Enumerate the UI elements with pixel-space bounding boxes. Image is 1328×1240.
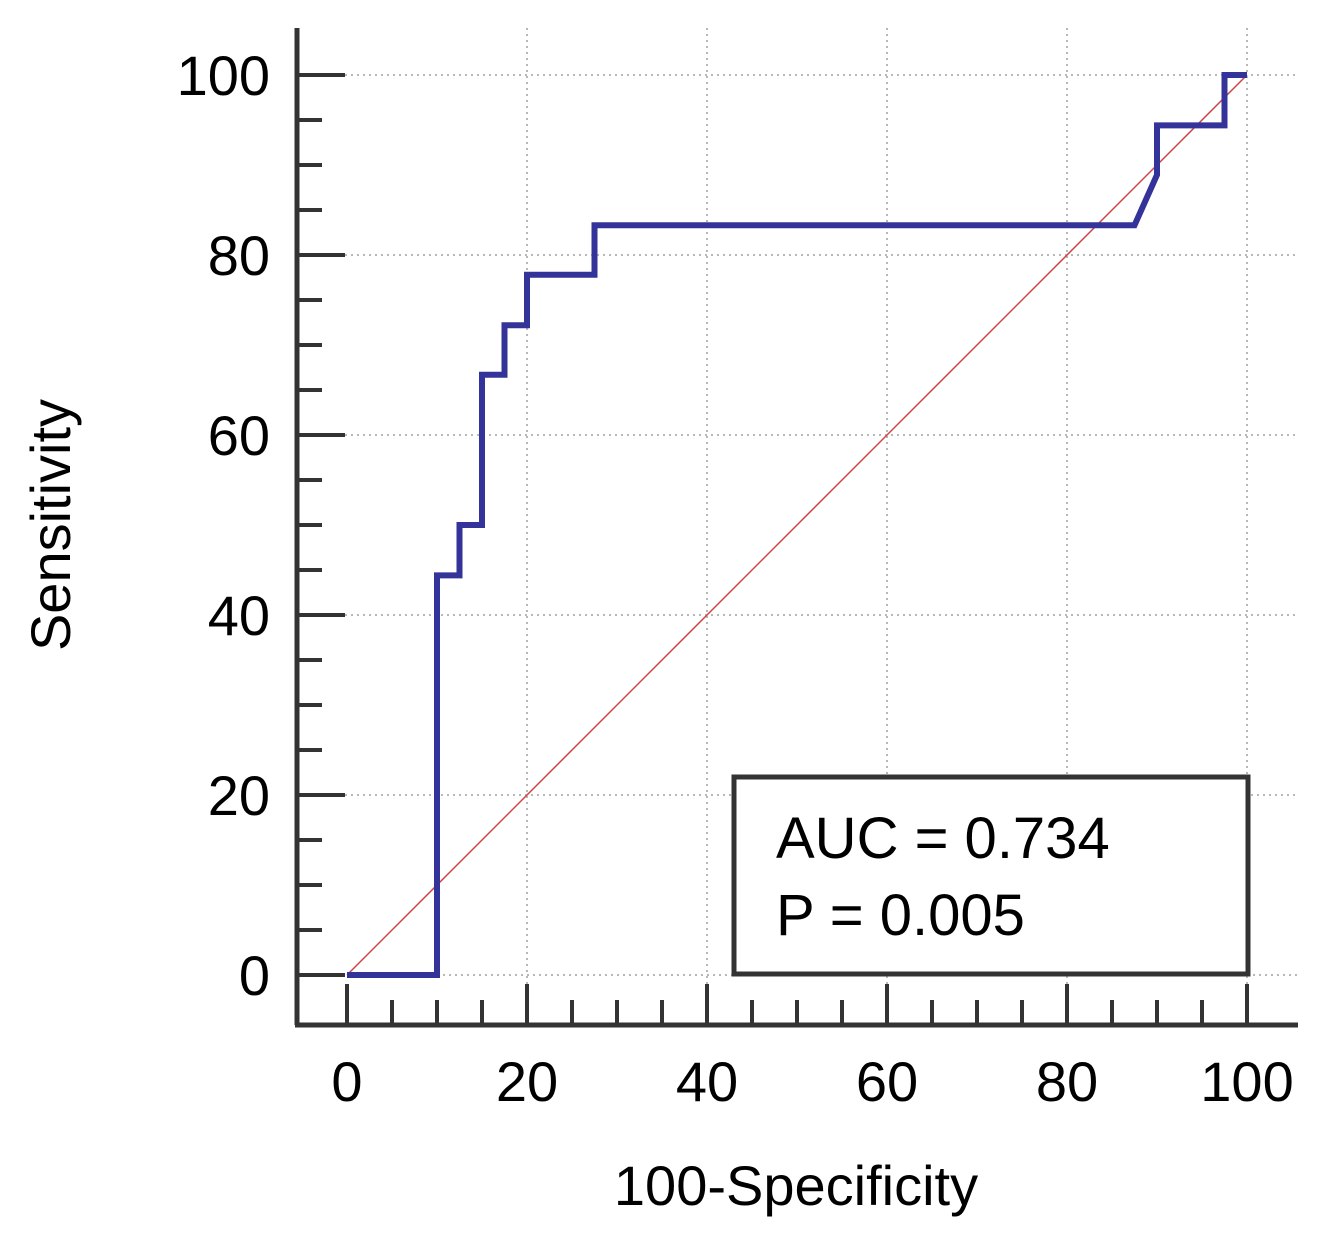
x-tick-label-0: 0 <box>331 1050 362 1113</box>
roc-curve-layer <box>347 72 1247 978</box>
x-tick-label-40: 40 <box>676 1050 738 1113</box>
legend-box: AUC = 0.734 P = 0.005 <box>731 774 1251 977</box>
y-axis-ticks: 0 20 40 60 80 100 <box>177 44 345 1007</box>
y-tick-label-60: 60 <box>208 404 270 467</box>
x-tick-label-80: 80 <box>1036 1050 1098 1113</box>
y-tick-label-80: 80 <box>208 224 270 287</box>
auc-label: AUC = 0.734 <box>776 806 1110 871</box>
y-axis-title: Sensitivity <box>19 399 82 651</box>
x-axis-ticks: 0 20 40 60 80 100 <box>331 984 1294 1113</box>
y-tick-label-100: 100 <box>177 44 270 107</box>
x-axis-title: 100-Specificity <box>614 1154 978 1217</box>
y-tick-label-20: 20 <box>208 764 270 827</box>
legend-frame <box>731 774 1251 977</box>
x-tick-label-100: 100 <box>1200 1050 1293 1113</box>
y-tick-label-0: 0 <box>239 944 270 1007</box>
x-tick-label-60: 60 <box>856 1050 918 1113</box>
y-tick-label-40: 40 <box>208 584 270 647</box>
x-tick-label-20: 20 <box>496 1050 558 1113</box>
roc-curve-line <box>347 72 1247 978</box>
p-value-label: P = 0.005 <box>776 883 1025 948</box>
